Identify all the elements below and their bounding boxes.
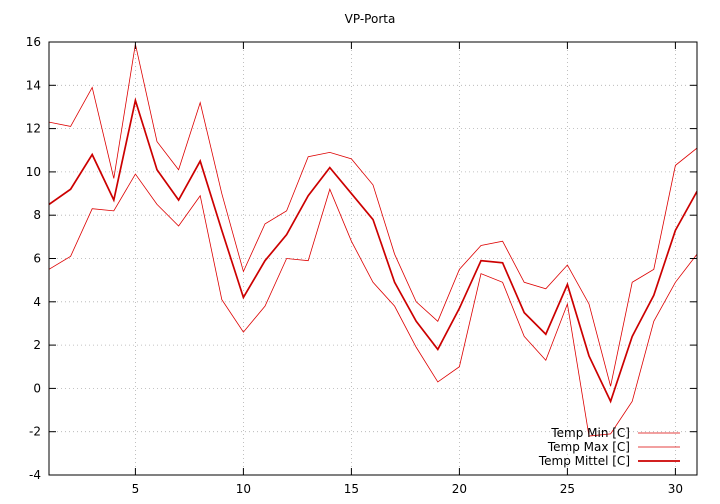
y-tick-label: 2 [33, 338, 41, 352]
y-tick-label: 16 [26, 35, 41, 49]
series-line-3 [49, 97, 697, 404]
x-tick-label: 15 [344, 482, 359, 496]
y-tick-label: 0 [33, 381, 41, 395]
grid-lines [49, 42, 697, 475]
legend-label: Temp Max [C] [547, 440, 630, 454]
axis-ticks: -4 -2 0 2 4 6 8 10 12 14 16 5 10 15 20 25 30 [26, 35, 697, 496]
series-line-1 [49, 173, 697, 437]
x-tick-label: 30 [668, 482, 683, 496]
y-tick-label: 4 [33, 295, 41, 309]
x-tick-label: 20 [452, 482, 467, 496]
series-lines [49, 44, 697, 437]
y-tick-label: 14 [26, 78, 41, 92]
legend-label: Temp Min [C] [550, 426, 630, 440]
x-tick-label: 10 [236, 482, 251, 496]
series-line-2 [49, 44, 697, 387]
x-tick-label: 5 [132, 482, 140, 496]
y-tick-label: 12 [26, 122, 41, 136]
y-tick-label: -4 [29, 468, 41, 482]
chart-title: VP-Porta [345, 12, 396, 26]
y-tick-label: 10 [26, 165, 41, 179]
y-tick-label: 8 [33, 208, 41, 222]
x-tick-label: 25 [560, 482, 575, 496]
legend: Temp Min [C]Temp Max [C]Temp Mittel [C] [538, 426, 680, 468]
y-tick-label: -2 [29, 425, 41, 439]
y-tick-label: 6 [33, 252, 41, 266]
legend-label: Temp Mittel [C] [538, 454, 630, 468]
